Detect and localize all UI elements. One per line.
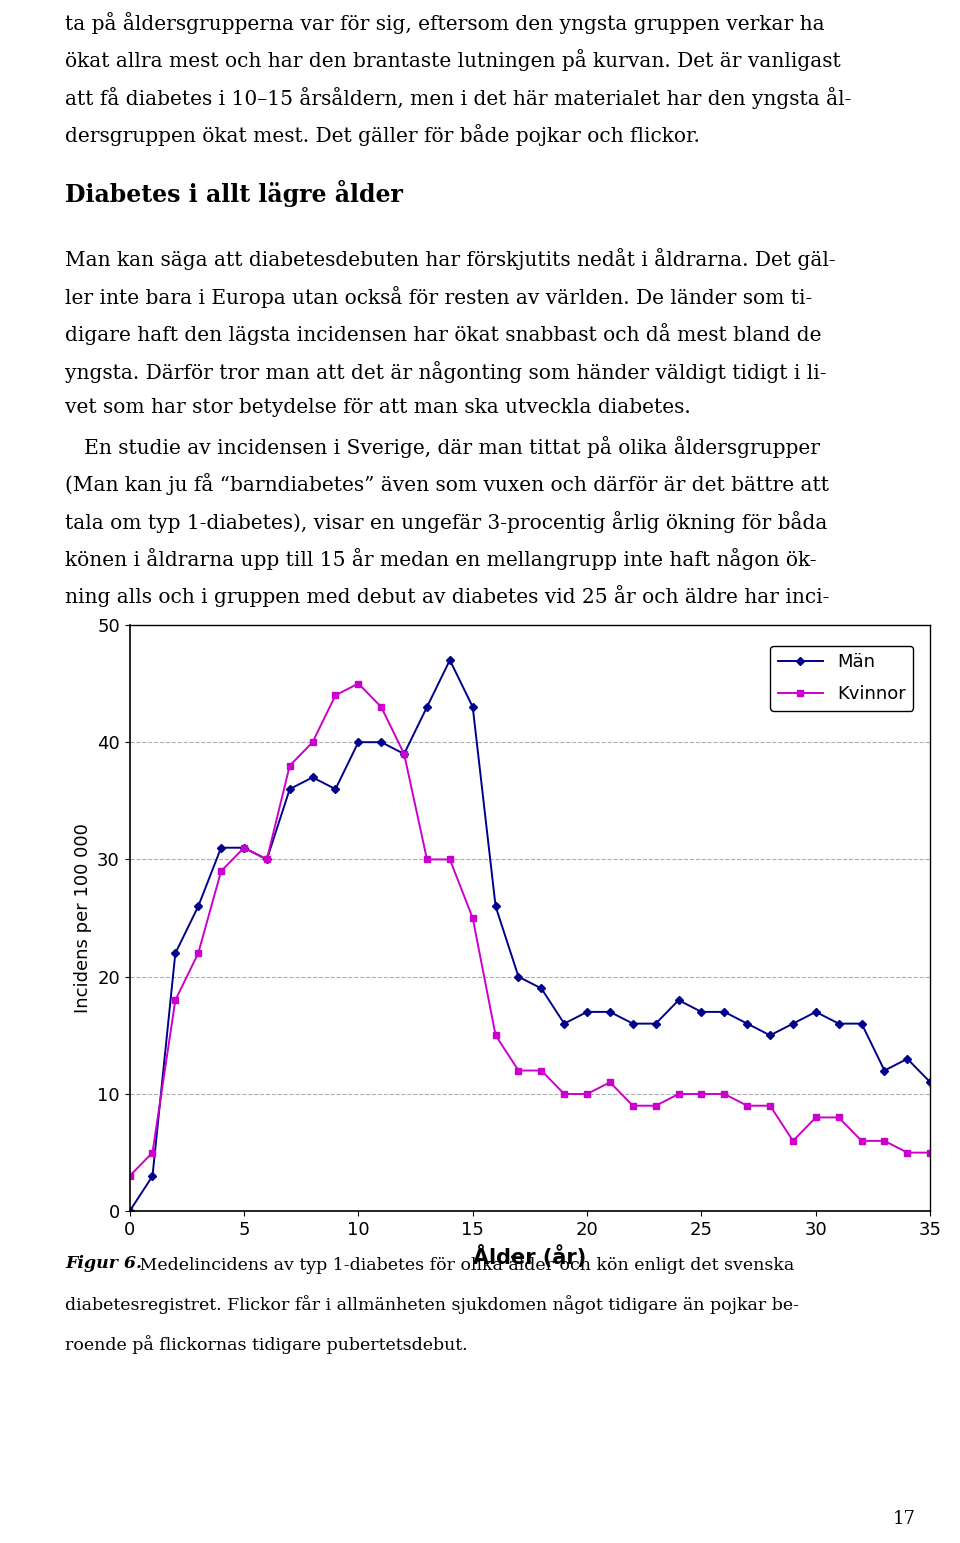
Kvinnor: [833, 1108, 845, 1126]
Män: [284, 779, 296, 798]
Män: [398, 745, 410, 764]
Text: ta på åldersgrupperna var för sig, eftersom den yngsta gruppen verkar ha: ta på åldersgrupperna var för sig, efter…: [65, 12, 825, 34]
Text: dersgruppen ökat mest. Det gäller för både pojkar och flickor.: dersgruppen ökat mest. Det gäller för bå…: [65, 123, 700, 147]
Män: [352, 733, 364, 751]
Män: [536, 980, 547, 998]
Kvinnor: [444, 850, 456, 869]
Kvinnor: [856, 1131, 868, 1150]
Kvinnor: [238, 838, 250, 856]
Män: [375, 733, 387, 751]
Män: [833, 1014, 845, 1032]
Män: [170, 944, 181, 963]
Kvinnor: [215, 863, 227, 881]
Män: [490, 896, 501, 915]
Män: [764, 1026, 776, 1045]
Text: ökat allra mest och har den brantaste lutningen på kurvan. Det är vanligast: ökat allra mest och har den brantaste lu…: [65, 49, 841, 71]
Kvinnor: [284, 756, 296, 775]
Kvinnor: [901, 1143, 913, 1162]
Kvinnor: [467, 909, 478, 927]
Män: [878, 1062, 890, 1080]
Kvinnor: [147, 1143, 158, 1162]
Kvinnor: [924, 1143, 936, 1162]
Män: [215, 838, 227, 856]
Kvinnor: [124, 1167, 135, 1185]
Kvinnor: [421, 850, 433, 869]
Män: [627, 1014, 638, 1032]
Kvinnor: [673, 1085, 684, 1103]
Y-axis label: Incidens per 100 000: Incidens per 100 000: [74, 822, 91, 1014]
Text: könen i åldrarna upp till 15 år medan en mellangrupp inte haft någon ök-: könen i åldrarna upp till 15 år medan en…: [65, 548, 817, 569]
Kvinnor: [696, 1085, 708, 1103]
Kvinnor: [170, 991, 181, 1009]
Kvinnor: [513, 1062, 524, 1080]
Män: [719, 1003, 731, 1021]
Kvinnor: [261, 850, 273, 869]
Män: [673, 991, 684, 1009]
Män: [810, 1003, 822, 1021]
Män: [741, 1014, 753, 1032]
Text: vet som har stor betydelse för att man ska utveckla diabetes.: vet som har stor betydelse för att man s…: [65, 398, 691, 417]
Män: [924, 1072, 936, 1091]
Män: [696, 1003, 708, 1021]
Män: [901, 1049, 913, 1068]
Line: Kvinnor: Kvinnor: [126, 680, 934, 1179]
Kvinnor: [352, 674, 364, 693]
Kvinnor: [307, 733, 319, 751]
Män: [444, 651, 456, 670]
Män: [192, 896, 204, 915]
Text: En studie av incidensen i Sverige, där man tittat på olika åldersgrupper: En studie av incidensen i Sverige, där m…: [65, 437, 820, 458]
Män: [124, 1202, 135, 1221]
Kvinnor: [536, 1062, 547, 1080]
Text: att få diabetes i 10–15 årsåldern, men i det här materialet har den yngsta ål-: att få diabetes i 10–15 årsåldern, men i…: [65, 86, 852, 110]
Kvinnor: [787, 1131, 799, 1150]
Män: [467, 697, 478, 716]
Kvinnor: [764, 1097, 776, 1116]
Män: [650, 1014, 661, 1032]
Kvinnor: [582, 1085, 593, 1103]
Män: [856, 1014, 868, 1032]
Män: [513, 967, 524, 986]
Text: 17: 17: [893, 1511, 916, 1528]
Text: ler inte bara i Europa utan också för resten av världen. De länder som ti-: ler inte bara i Europa utan också för re…: [65, 285, 812, 309]
Män: [261, 850, 273, 869]
Kvinnor: [650, 1097, 661, 1116]
Kvinnor: [329, 687, 341, 705]
Text: Figur 6.: Figur 6.: [65, 1254, 142, 1271]
Män: [147, 1167, 158, 1185]
Män: [559, 1014, 570, 1032]
Kvinnor: [490, 1026, 501, 1045]
Text: Medelincidens av typ 1-diabetes för olika ålder och kön enligt det svenska: Medelincidens av typ 1-diabetes för olik…: [134, 1254, 795, 1275]
X-axis label: Ålder (år): Ålder (år): [473, 1245, 587, 1267]
Män: [307, 768, 319, 787]
Text: ning alls och i gruppen med debut av diabetes vid 25 år och äldre har inci-: ning alls och i gruppen med debut av dia…: [65, 585, 829, 606]
Line: Män: Män: [127, 657, 933, 1214]
Legend: Män, Kvinnor: Män, Kvinnor: [771, 645, 913, 711]
Text: diabetesregistret. Flickor får i allmänheten sjukdomen något tidigare än pojkar : diabetesregistret. Flickor får i allmänh…: [65, 1295, 800, 1315]
Män: [787, 1014, 799, 1032]
Text: (Man kan ju få “barndiabetes” även som vuxen och därför är det bättre att: (Man kan ju få “barndiabetes” även som v…: [65, 474, 829, 495]
Män: [582, 1003, 593, 1021]
Män: [329, 779, 341, 798]
Text: digare haft den lägsta incidensen har ökat snabbast och då mest bland de: digare haft den lägsta incidensen har ök…: [65, 322, 822, 346]
Kvinnor: [604, 1072, 615, 1091]
Kvinnor: [375, 697, 387, 716]
Text: Man kan säga att diabetesdebuten har förskjutits nedåt i åldrarna. Det gäl-: Man kan säga att diabetesdebuten har för…: [65, 248, 836, 270]
Män: [421, 697, 433, 716]
Kvinnor: [741, 1097, 753, 1116]
Kvinnor: [192, 944, 204, 963]
Text: yngsta. Därför tror man att det är någonting som händer väldigt tidigt i li-: yngsta. Därför tror man att det är någon…: [65, 361, 827, 383]
Kvinnor: [559, 1085, 570, 1103]
Kvinnor: [878, 1131, 890, 1150]
Text: roende på flickornas tidigare pubertetsdebut.: roende på flickornas tidigare pubertetsd…: [65, 1335, 468, 1353]
Kvinnor: [810, 1108, 822, 1126]
Kvinnor: [398, 745, 410, 764]
Män: [604, 1003, 615, 1021]
Män: [238, 838, 250, 856]
Text: tala om typ 1-diabetes), visar en ungefär 3-procentig årlig ökning för båda: tala om typ 1-diabetes), visar en ungefä…: [65, 511, 828, 532]
Kvinnor: [719, 1085, 731, 1103]
Kvinnor: [627, 1097, 638, 1116]
Text: Diabetes i allt lägre ålder: Diabetes i allt lägre ålder: [65, 181, 403, 207]
